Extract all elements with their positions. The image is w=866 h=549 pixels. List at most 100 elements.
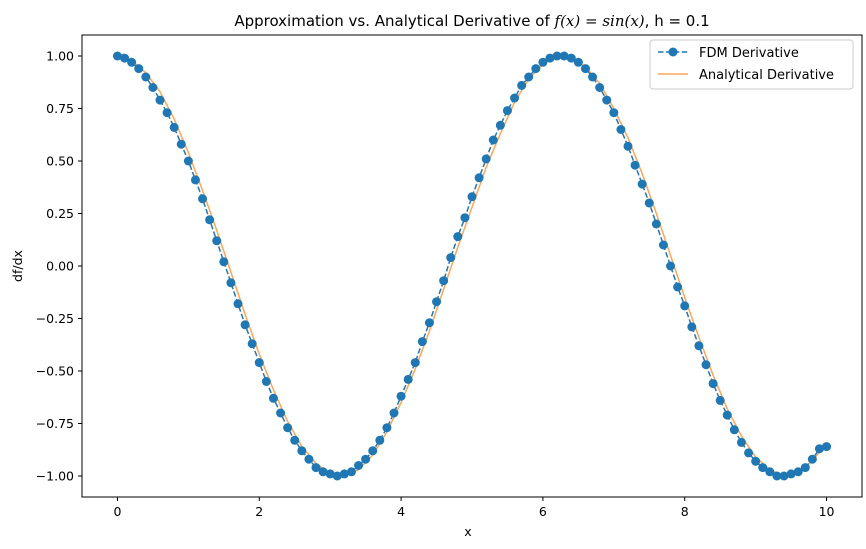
fdm-point (169, 122, 179, 132)
fdm-point (680, 301, 690, 311)
fdm-point (616, 125, 626, 134)
fdm-point (297, 446, 307, 456)
fdm-point (212, 236, 222, 246)
fdm-point (446, 253, 456, 263)
fdm-point (545, 53, 555, 63)
fdm-point (176, 139, 186, 149)
chart-title: Approximation vs. Analytical Derivative … (234, 12, 709, 30)
y-tick-label: 0.50 (46, 154, 74, 169)
fdm-point (247, 339, 257, 349)
y-tick-label: 0.25 (46, 206, 74, 221)
fdm-point (205, 215, 215, 225)
fdm-point (822, 442, 832, 452)
fdm-point (488, 135, 498, 145)
fdm-point (311, 463, 321, 473)
fdm-point (112, 51, 122, 61)
x-tick-label: 6 (539, 504, 547, 519)
fdm-point (424, 318, 434, 328)
fdm-point (268, 393, 278, 403)
fdm-point (339, 469, 349, 479)
fdm-point (439, 276, 449, 286)
fdm-point (715, 395, 725, 405)
fdm-point (666, 261, 676, 271)
fdm-point (276, 408, 286, 418)
fdm-point (240, 320, 250, 330)
fdm-point (148, 83, 158, 92)
fdm-point (623, 141, 633, 151)
fdm-point (758, 463, 768, 473)
legend-box (649, 39, 854, 90)
fdm-point (566, 53, 576, 63)
fdm-point (155, 95, 165, 105)
fdm-point (368, 446, 378, 456)
y-axis: 1.00 0.75 0.50 0.25 0.00 −0.25 −0.50 −0.75 −1.00 (36, 49, 82, 484)
x-tick-label: 10 (819, 504, 835, 519)
fdm-point (226, 278, 236, 288)
fdm-point (261, 377, 271, 386)
x-tick-label: 4 (397, 504, 405, 519)
fdm-point (595, 83, 605, 92)
fdm-point (467, 192, 477, 202)
fdm-point (531, 64, 541, 74)
fdm-point (701, 360, 711, 370)
fdm-point (396, 391, 406, 401)
fdm-point (744, 448, 754, 458)
fdm-point (736, 437, 746, 447)
fdm-point (510, 93, 520, 103)
legend-fdm-label: FDM Derivative (699, 46, 799, 61)
fdm-point (432, 297, 442, 307)
fdm-point (793, 467, 803, 477)
fdm-point (687, 322, 697, 332)
fdm-point (318, 467, 328, 477)
fdm-point (552, 51, 562, 61)
fdm-point (573, 57, 583, 67)
legend-fdm-marker (668, 47, 678, 57)
fdm-point (609, 108, 619, 118)
x-tick-label: 8 (681, 504, 689, 519)
fdm-series (112, 51, 832, 481)
fdm-point (658, 240, 668, 250)
y-tick-label: −1.00 (36, 469, 74, 484)
fdm-point (354, 461, 364, 470)
fdm-point (602, 95, 612, 105)
x-tick-label: 2 (255, 504, 263, 519)
fdm-point (460, 213, 470, 223)
fdm-point (786, 469, 796, 479)
fdm-point (779, 471, 789, 481)
fdm-point (361, 454, 371, 464)
fdm-point (800, 463, 810, 473)
x-tick-label: 0 (113, 504, 121, 519)
fdm-point (304, 454, 314, 464)
fdm-point (141, 72, 151, 82)
fdm-point (722, 410, 732, 420)
fdm-point (729, 425, 739, 435)
fdm-point (183, 156, 193, 166)
fdm-point (325, 469, 335, 479)
fdm-point (644, 198, 654, 208)
fdm-point (283, 423, 293, 433)
fdm-point (198, 194, 208, 204)
fdm-point (807, 454, 817, 464)
fdm-point (637, 179, 647, 189)
y-tick-label: −0.75 (36, 416, 74, 431)
y-tick-label: 0.00 (46, 259, 74, 274)
fdm-point (708, 379, 718, 389)
fdm-point (694, 341, 704, 351)
fdm-point (481, 154, 491, 164)
fdm-point (559, 51, 569, 61)
x-axis-label: x (464, 524, 471, 539)
y-tick-label: −0.50 (36, 364, 74, 379)
fdm-point (382, 423, 392, 433)
fdm-point (765, 467, 775, 477)
legend-analytical-label: Analytical Derivative (699, 68, 834, 83)
fdm-point (814, 444, 824, 454)
fdm-point (673, 282, 683, 292)
y-tick-label: 1.00 (46, 49, 74, 64)
fdm-point (495, 120, 505, 130)
fdm-point (517, 80, 527, 90)
fdm-point (588, 72, 598, 82)
fdm-point (474, 173, 484, 183)
fdm-point (346, 467, 356, 477)
fdm-point (453, 232, 463, 242)
